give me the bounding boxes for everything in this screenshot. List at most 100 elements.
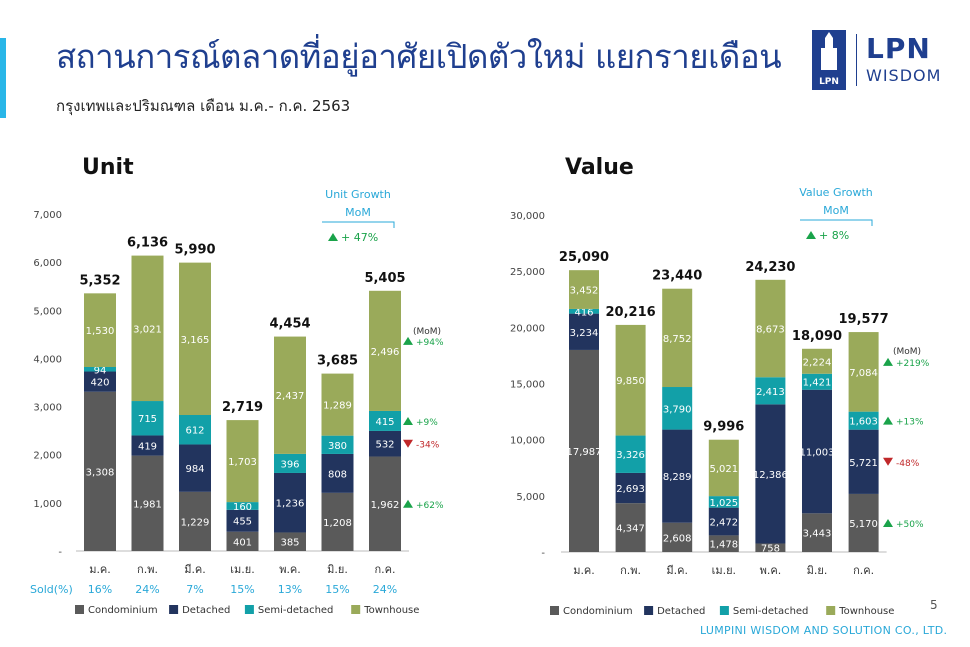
unit-segment-label: 94 (94, 365, 107, 376)
value-segment-label: 2,413 (756, 387, 785, 398)
unit-sold-value: 15% (325, 583, 349, 596)
unit-segment-label: 1,703 (228, 457, 257, 468)
unit-growth-bracket (322, 221, 395, 228)
value-bar-segment (755, 543, 786, 552)
unit-mom-up-icon (403, 336, 413, 345)
unit-total-label: 3,685 (317, 354, 358, 369)
unit-bar-segment (369, 456, 401, 551)
unit-segment-label: 396 (280, 459, 299, 470)
unit-segment-label: 1,229 (181, 517, 210, 528)
unit-segment-label: 419 (138, 442, 157, 453)
logo-text-wisdom: WISDOM (866, 66, 942, 85)
unit-total-label: 6,136 (127, 236, 168, 251)
value-category-label: พ.ค. (760, 564, 782, 577)
value-segment-label: 3,234 (570, 328, 599, 339)
value-segment-label: 1,603 (849, 417, 878, 428)
page-subtitle: กรุงเทพและปริมณฑล เดือน ม.ค.- ก.ค. 2563 (56, 97, 351, 115)
value-bar-segment (615, 435, 646, 473)
value-category-label: เม.ย. (712, 564, 736, 577)
unit-mom-value: +94% (416, 338, 444, 348)
unit-bar-segment (179, 491, 211, 551)
unit-segment-label: 455 (233, 517, 252, 528)
value-growth-total: + 8% (819, 229, 849, 242)
unit-bar-segment (369, 430, 401, 457)
value-category-label: ม.ค. (573, 564, 595, 577)
unit-mom-up-icon (403, 499, 413, 508)
unit-total-label: 5,405 (364, 271, 405, 286)
value-bar-segment (662, 288, 693, 388)
unit-bar-segment (274, 532, 306, 551)
unit-segment-label: 3,021 (133, 324, 162, 335)
value-mom-value: +13% (896, 418, 924, 428)
unit-bar-segment (131, 401, 164, 436)
unit-segment-label: 3,165 (181, 335, 210, 346)
unit-sold-value: 7% (186, 583, 203, 596)
unit-category-label: เม.ย. (230, 563, 254, 576)
value-bar-segment (662, 429, 693, 523)
unit-sold-label: Sold(%) (30, 583, 73, 596)
value-segment-label: 1,421 (803, 378, 832, 389)
value-segment-label: 5,021 (709, 464, 738, 475)
value-bar-segment (662, 387, 693, 430)
unit-bar-segment (84, 366, 116, 372)
unit-segment-label: 415 (375, 417, 394, 428)
value-legend-label: Condominium (563, 606, 633, 617)
unit-legend-swatch (244, 605, 254, 614)
unit-sold-value: 15% (230, 583, 254, 596)
footer-company: LUMPINI WISDOM AND SOLUTION CO., LTD. (700, 624, 948, 637)
unit-legend-label: Condominium (88, 605, 158, 616)
unit-bar-segment (84, 371, 116, 392)
value-segment-label: 5,721 (849, 458, 878, 469)
unit-segment-label: 1,236 (276, 499, 305, 510)
unit-bar-segment (321, 435, 354, 454)
unit-segment-label: 160 (233, 502, 252, 513)
value-segment-label: 2,693 (616, 484, 645, 495)
value-mom-value: -48% (896, 459, 920, 469)
unit-bar-segment (321, 492, 354, 551)
unit-bar-segment (321, 453, 354, 493)
unit-chart: Unit - 1,000 2,000 3,000 4,000 5,000 6,000 7,000… (30, 155, 444, 616)
value-growth-up-icon (806, 231, 816, 239)
unit-bar-segment (226, 502, 259, 510)
unit-bar-segment (226, 531, 259, 551)
unit-category-label: มี.ค. (184, 563, 206, 576)
unit-legend-swatch (75, 605, 84, 614)
unit-legend-label: Semi-detached (258, 605, 334, 616)
value-segment-label: 3,443 (803, 529, 832, 540)
value-segment-label: 758 (761, 544, 780, 555)
lpn-wisdom-logo: LPN LPN WISDOM (812, 30, 952, 90)
value-bar-segment (848, 493, 879, 552)
unit-bar-segment (179, 414, 211, 445)
unit-y-tick-label: 1,000 (33, 499, 62, 510)
value-bar-segment (848, 429, 879, 494)
unit-segment-label: 385 (280, 538, 299, 549)
unit-bar-segment (369, 410, 401, 431)
value-bar-segment (848, 332, 879, 412)
unit-bar-segment (226, 420, 259, 503)
unit-bar-segment (131, 255, 164, 402)
value-bar-segment (708, 507, 739, 536)
page-title: สถานการณ์ตลาดที่อยู่อาศัยเปิดตัวใหม่ แยก… (56, 37, 782, 76)
value-total-label: 20,216 (606, 305, 656, 320)
value-mom-label: (MoM) (893, 347, 921, 357)
value-segment-label: 9,850 (616, 376, 645, 387)
unit-total-label: 2,719 (222, 400, 263, 415)
value-segment-label: 8,289 (663, 472, 692, 483)
value-bar-segment (615, 503, 646, 552)
unit-category-label: ก.ค. (374, 563, 395, 576)
unit-y-tick-label: 2,000 (33, 451, 62, 462)
value-legend-label: Detached (657, 606, 705, 617)
unit-y-tick-label: 5,000 (33, 306, 62, 317)
value-y-tick-label: 10,000 (510, 436, 545, 447)
logo-badge-text: LPN (819, 77, 839, 87)
value-segment-label: 1,478 (709, 540, 738, 551)
unit-y-tick-label: 6,000 (33, 258, 62, 269)
value-bar-segment (615, 472, 646, 504)
value-segment-label: 1,025 (709, 498, 738, 509)
value-segment-label: 8,673 (756, 325, 785, 336)
value-segment-label: 3,452 (570, 286, 599, 297)
unit-bar-segment (131, 455, 164, 551)
unit-mom-down-icon (403, 439, 413, 448)
unit-legend-label: Detached (182, 605, 230, 616)
value-legend-swatch (719, 606, 729, 615)
